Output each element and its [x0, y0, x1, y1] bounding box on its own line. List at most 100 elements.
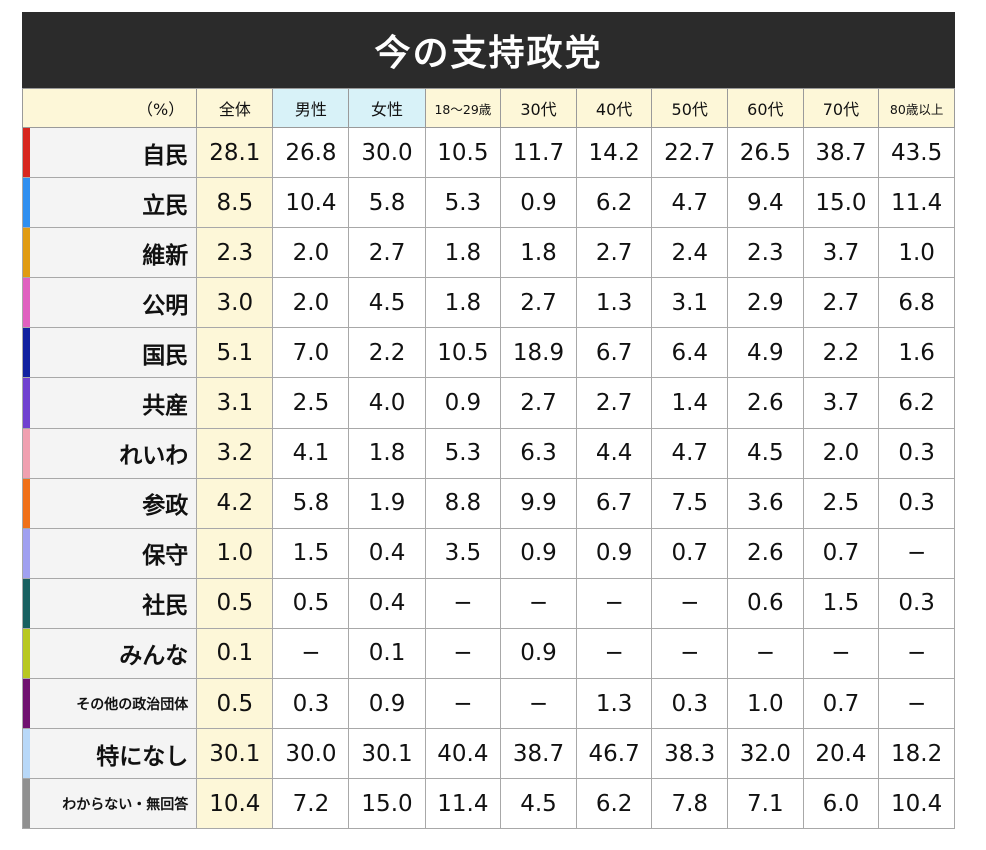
- column-header-age-40s: 40代: [575, 88, 653, 128]
- table-cell: 0.1: [348, 627, 426, 680]
- table-cell: 4.5: [348, 277, 426, 329]
- table-cell: 0.3: [878, 477, 955, 529]
- table-cell: 0.9: [424, 377, 502, 429]
- table-cell: 0.7: [802, 678, 880, 730]
- table-cell: 2.6: [727, 377, 804, 429]
- table-cell: 6.7: [575, 327, 653, 379]
- table-cell: 26.8: [272, 126, 350, 179]
- table-cell: 2.3: [727, 227, 804, 279]
- table-row: 共産 3.1 2.5 4.0 0.9 2.7 2.7 1.4 2.6 3.7 6.2: [21, 377, 955, 429]
- table-cell: 2.0: [802, 427, 880, 479]
- table-cell: 10.4: [196, 778, 274, 830]
- party-color-bar: [23, 779, 30, 829]
- table-cell: 0.9: [500, 527, 577, 579]
- table-cell: 2.9: [727, 277, 804, 329]
- table-cell: −: [802, 627, 880, 680]
- table-cell: 1.3: [575, 678, 653, 730]
- table-row: 保守 1.0 1.5 0.4 3.5 0.9 0.9 0.7 2.6 0.7−: [21, 527, 955, 579]
- table-cell: 3.1: [651, 277, 729, 329]
- table-cell: 8.8: [424, 477, 502, 529]
- column-header-age-60s: 60代: [727, 88, 804, 128]
- table-cell: 1.6: [878, 327, 955, 379]
- party-name: 国民: [142, 342, 189, 369]
- table-cell: −: [424, 577, 502, 629]
- table-cell: −: [575, 577, 653, 629]
- table-cell: −: [878, 627, 955, 680]
- party-color-bar: [23, 729, 30, 779]
- table-cell: 6.4: [651, 327, 729, 379]
- table-row: 特になし 30.1 30.0 30.1 40.4 38.7 46.7 38.3 32.0 20.4…: [21, 728, 955, 780]
- party-label: 特になし: [21, 728, 198, 780]
- table-cell: 30.1: [348, 728, 426, 780]
- table-cell: 2.7: [575, 227, 653, 279]
- table-cell: 9.9: [500, 477, 577, 529]
- party-color-bar: [23, 628, 30, 679]
- table-cell: 30.0: [348, 126, 426, 179]
- table-cell: 11.4: [878, 177, 955, 229]
- table-cell: 6.7: [575, 477, 653, 529]
- table-cell: 1.8: [424, 227, 502, 279]
- party-name: 参政: [142, 493, 189, 520]
- table-cell: 6.2: [575, 778, 653, 830]
- table-row: 参政 4.2 5.8 1.9 8.8 9.9 6.7 7.5 3.6 2.5 0.3: [21, 477, 955, 529]
- table-cell: −: [651, 627, 729, 680]
- party-label: 社民: [21, 577, 198, 629]
- column-header-age-30s: 30代: [500, 88, 577, 128]
- party-color-bar: [23, 378, 30, 428]
- party-color-bar: [23, 528, 30, 578]
- party-name: 社民: [142, 593, 189, 620]
- party-label: 維新: [21, 227, 198, 279]
- table-cell: 2.7: [802, 277, 880, 329]
- column-header-total: 全体: [196, 88, 274, 128]
- table-cell: 2.0: [272, 227, 350, 279]
- unit-label: （%）: [21, 88, 198, 128]
- table-cell: 2.3: [196, 227, 274, 279]
- table-cell: 7.1: [727, 778, 804, 830]
- table-cell: 7.5: [651, 477, 729, 529]
- table-title: 今の支持政党: [22, 12, 955, 88]
- table-cell: 2.2: [348, 327, 426, 379]
- table-cell: 30.1: [196, 728, 274, 780]
- party-label: 共産: [21, 377, 198, 429]
- table-cell: 38.3: [651, 728, 729, 780]
- party-label: れいわ: [21, 427, 198, 479]
- table-cell: −: [878, 678, 955, 730]
- table-row: れいわ 3.2 4.1 1.8 5.3 6.3 4.4 4.7 4.5 2.0 0.3: [21, 427, 955, 479]
- table-cell: 2.7: [575, 377, 653, 429]
- table-cell: 1.0: [196, 527, 274, 579]
- table-cell: −: [500, 678, 577, 730]
- party-label: その他の政治団体: [21, 678, 198, 730]
- party-label: 参政: [21, 477, 198, 529]
- table-row: 立民 8.5 10.4 5.8 5.3 0.9 6.2 4.7 9.4 15.0 11.4: [21, 177, 955, 229]
- table-cell: 0.1: [196, 627, 274, 680]
- table-cell: −: [272, 627, 350, 680]
- party-color-bar: [23, 228, 30, 278]
- table-cell: 18.9: [500, 327, 577, 379]
- table-cell: 22.7: [651, 126, 729, 179]
- table-cell: 28.1: [196, 126, 274, 179]
- table-cell: 0.4: [348, 527, 426, 579]
- table-cell: 40.4: [424, 728, 502, 780]
- table-cell: 4.4: [575, 427, 653, 479]
- table-cell: 30.0: [272, 728, 350, 780]
- table-cell: 0.5: [272, 577, 350, 629]
- table-cell: 46.7: [575, 728, 653, 780]
- table-cell: 1.8: [424, 277, 502, 329]
- party-name: その他の政治団体: [76, 696, 189, 713]
- column-header-age-80-plus: 80歳以上: [878, 88, 955, 128]
- table-cell: 4.5: [500, 778, 577, 830]
- table-cell: 6.3: [500, 427, 577, 479]
- table-cell: 15.0: [802, 177, 880, 229]
- table-cell: −: [500, 577, 577, 629]
- table-cell: 3.5: [424, 527, 502, 579]
- table-cell: 0.9: [575, 527, 653, 579]
- party-color-bar: [23, 128, 30, 178]
- party-label: 公明: [21, 277, 198, 329]
- table-cell: 18.2: [878, 728, 955, 780]
- table-cell: 0.5: [196, 678, 274, 730]
- table-cell: 10.5: [424, 126, 502, 179]
- table-cell: −: [651, 577, 729, 629]
- party-name: 自民: [142, 142, 189, 169]
- party-name: 保守: [142, 543, 189, 570]
- party-name: みんな: [119, 643, 189, 670]
